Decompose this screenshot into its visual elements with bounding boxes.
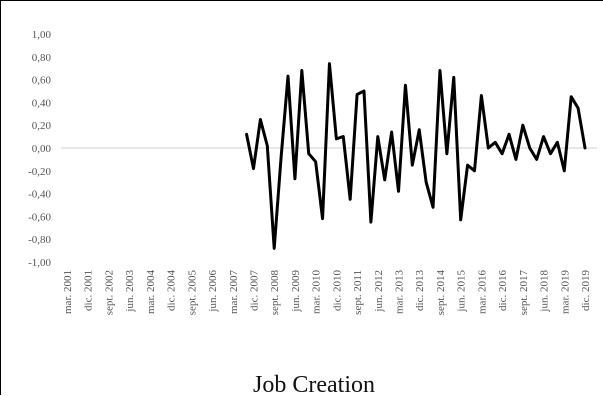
x-tick-label: mar. 2007 [228, 270, 240, 314]
y-tick-label: 0,20 [32, 120, 52, 132]
y-tick-label: -1,00 [28, 257, 51, 269]
x-tick-label: dic. 2010 [331, 270, 343, 311]
series-line [245, 62, 587, 250]
x-tick-label: mar. 2019 [559, 270, 571, 314]
x-tick-label: jun. 2009 [290, 270, 302, 313]
y-tick-label: 0,80 [32, 52, 52, 64]
y-axis-ticks: 1,00 0,80 0,60 0,40 0,20 0,00 -0,20 -0,40 -0,60 -… [28, 29, 51, 269]
x-tick-label: jun. 2018 [539, 270, 551, 313]
x-tick-label: jun. 2015 [456, 270, 468, 313]
x-tick-label: dic. 2007 [248, 270, 260, 311]
x-tick-label: sept. 2011 [352, 270, 364, 315]
x-tick-label: sept. 2017 [518, 270, 530, 316]
y-tick-label: -0,20 [28, 166, 51, 178]
x-tick-label: dic. 2001 [83, 270, 95, 311]
x-axis-ticks: mar. 2001 dic. 2001 sept. 2002 jun. 2003 mar… [62, 270, 592, 316]
x-tick-label: mar. 2013 [394, 270, 406, 314]
x-tick-label: sept. 2002 [103, 270, 115, 315]
x-tick-label: mar. 2016 [476, 270, 488, 314]
y-tick-label: -0,80 [28, 234, 51, 246]
x-tick-label: dic. 2019 [580, 270, 592, 311]
x-tick-label: dic. 2016 [497, 270, 509, 311]
x-tick-label: mar. 2004 [145, 270, 157, 314]
y-tick-label: 0,60 [32, 75, 52, 87]
chart-title: Job Creation [253, 372, 375, 396]
x-tick-label: mar. 2001 [62, 270, 74, 314]
y-tick-label: 0,40 [32, 97, 52, 109]
x-tick-label: sept. 2014 [435, 270, 447, 316]
x-tick-label: dic. 2004 [166, 270, 178, 311]
x-tick-label: jun. 2003 [124, 270, 136, 313]
y-tick-label: -0,60 [28, 211, 51, 223]
x-tick-label: mar. 2010 [311, 270, 323, 314]
x-tick-label: sept. 2005 [186, 270, 198, 316]
x-tick-label: sept. 2008 [269, 270, 281, 316]
y-tick-label: 0,00 [32, 143, 52, 155]
x-tick-label: jun. 2012 [373, 270, 385, 313]
x-tick-label: dic. 2013 [414, 270, 426, 311]
x-tick-label: jun. 2006 [207, 270, 219, 313]
y-tick-label: 1,00 [32, 29, 52, 41]
y-tick-label: -0,40 [28, 189, 51, 201]
